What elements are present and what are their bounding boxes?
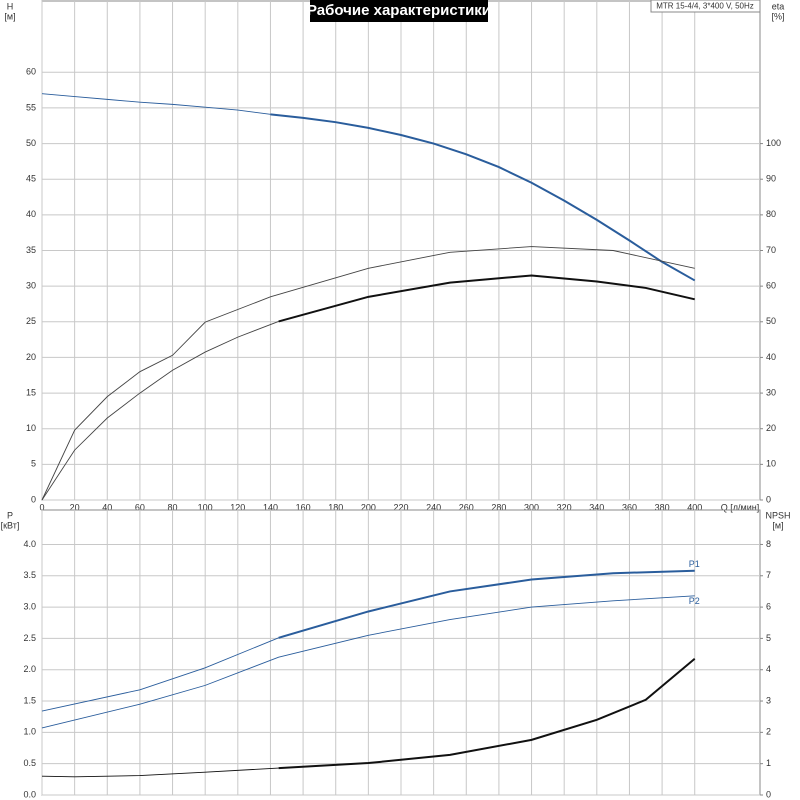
chart-title: Рабочие характеристики	[307, 2, 491, 19]
y-tick-label: 2.5	[23, 633, 36, 643]
y2-tick-label: 1	[766, 758, 771, 768]
y-tick-label: 15	[26, 387, 36, 397]
x-tick-label: 160	[296, 502, 311, 512]
y2-tick-label: 4	[766, 664, 771, 674]
y2-tick-label: 6	[766, 601, 771, 611]
y-tick-label: 2.0	[23, 664, 36, 674]
series-line	[41, 767, 279, 778]
title-box	[310, 0, 488, 22]
x-tick-label: 400	[687, 502, 702, 512]
y2-tick-label: 2	[766, 727, 771, 737]
y2-tick-label: 70	[766, 245, 776, 255]
y-tick-label: 50	[26, 138, 36, 148]
x-tick-label: 380	[655, 502, 670, 512]
y2-tick-label: 80	[766, 209, 776, 219]
y2-tick-label: 0	[766, 494, 771, 504]
x-tick-label: 100	[198, 502, 213, 512]
x-tick-label: 140	[263, 502, 278, 512]
series-line	[41, 93, 271, 115]
y2-tick-label: 50	[766, 316, 776, 326]
y-axis-unit: [кВт]	[1, 520, 20, 530]
x-tick-label: 260	[459, 502, 474, 512]
y2-tick-label: 3	[766, 695, 771, 705]
series-line	[278, 569, 695, 639]
y2-tick-label: 8	[766, 539, 771, 549]
y-tick-label: 0	[31, 494, 36, 504]
x-tick-label: 200	[361, 502, 376, 512]
x-tick-label: 20	[70, 502, 80, 512]
y2-axis-label: NPSH	[765, 510, 790, 520]
x-tick-label: 40	[102, 502, 112, 512]
y-tick-label: 0.5	[23, 758, 36, 768]
y2-tick-label: 0	[766, 789, 771, 799]
y2-axis-unit: [м]	[772, 520, 783, 530]
y2-tick-label: 7	[766, 570, 771, 580]
note: MTR 15-4/4, 3*400 V, 50Hz	[656, 2, 754, 11]
x-tick-label: 280	[491, 502, 506, 512]
series-line	[41, 595, 695, 729]
y2-tick-label: 90	[766, 174, 776, 184]
x-tick-label: 320	[557, 502, 572, 512]
y-axis-label: P	[7, 510, 13, 520]
y-tick-label: 35	[26, 245, 36, 255]
x-tick-label: 240	[426, 502, 441, 512]
series-line	[41, 321, 279, 501]
y2-tick-label: 20	[766, 423, 776, 433]
y2-axis-label: eta	[772, 1, 785, 11]
y-tick-label: 1.0	[23, 727, 36, 737]
x-tick-label: 360	[622, 502, 637, 512]
series-line	[41, 637, 279, 712]
series-line	[278, 274, 695, 323]
y-axis-label: H	[7, 1, 14, 11]
note-box	[650, 0, 761, 13]
x-tick-label: 80	[168, 502, 178, 512]
y-tick-label: 10	[26, 423, 36, 433]
series-label: P2	[689, 596, 700, 606]
y2-tick-label: 40	[766, 352, 776, 362]
y-axis-unit: [м]	[4, 11, 15, 21]
series-line	[41, 246, 695, 501]
y2-axis-unit: [%]	[771, 11, 784, 21]
y-tick-label: 30	[26, 281, 36, 291]
y-tick-label: 45	[26, 174, 36, 184]
y2-tick-label: 60	[766, 281, 776, 291]
y-tick-label: 20	[26, 352, 36, 362]
y2-tick-label: 10	[766, 459, 776, 469]
x-tick-label: 340	[589, 502, 604, 512]
y2-tick-label: 5	[766, 633, 771, 643]
y-tick-label: 3.0	[23, 601, 36, 611]
x-tick-label: 180	[328, 502, 343, 512]
y-tick-label: 3.5	[23, 570, 36, 580]
y-tick-label: 55	[26, 102, 36, 112]
y-tick-label: 60	[26, 67, 36, 77]
x-axis-label: Q [л/мин]	[721, 502, 759, 512]
series-line	[270, 113, 696, 282]
y-tick-label: 0.0	[23, 789, 36, 799]
x-tick-label: 60	[135, 502, 145, 512]
y2-tick-label: 30	[766, 387, 776, 397]
x-tick-label: 0	[39, 502, 44, 512]
x-tick-label: 220	[393, 502, 408, 512]
x-tick-label: 120	[230, 502, 245, 512]
x-tick-label: 300	[524, 502, 539, 512]
series-label: P1	[689, 559, 700, 569]
y-tick-label: 4.0	[23, 539, 36, 549]
y-tick-label: 40	[26, 209, 36, 219]
y2-tick-label: 100	[766, 138, 781, 148]
y-tick-label: 1.5	[23, 695, 36, 705]
series-line	[278, 657, 696, 770]
y-tick-label: 5	[31, 459, 36, 469]
y-tick-label: 25	[26, 316, 36, 326]
